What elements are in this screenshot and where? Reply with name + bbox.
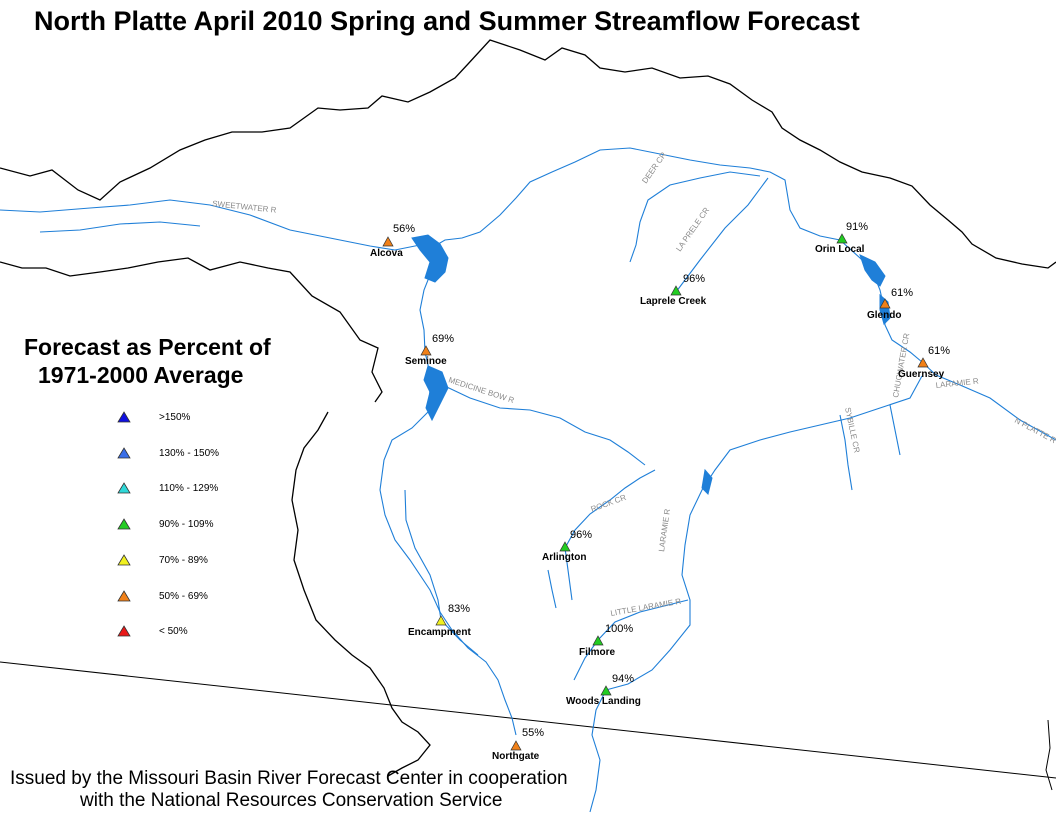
legend-item-label: 130% - 150% [159, 447, 220, 459]
gauge-name: Guernsey [898, 369, 945, 380]
gauge-arlington: 96% Arlington [542, 529, 592, 563]
map-title: North Platte April 2010 Spring and Summe… [34, 6, 860, 36]
triangle-icon [420, 345, 432, 356]
river-label-sweetwater: SWEETWATER R [212, 199, 277, 215]
gauge-orin-local: 91% Orin Local [815, 221, 868, 255]
river-label-laramie-vertical: LARAMIE R [657, 508, 672, 552]
gauge-percent: 61% [928, 345, 950, 357]
forecast-gauges: 56% Alcova 69% Seminoe 96% Laprele Creek 91% Or… [370, 221, 950, 762]
gauge-encampment: 83% Encampment [408, 603, 471, 638]
triangle-icon [117, 590, 131, 602]
triangle-icon [382, 236, 394, 247]
river-label-chugwater: CHUGWATER CR [891, 332, 911, 398]
river-label-deer-cr: DEER CR [640, 150, 668, 185]
gauge-woods-landing: 94% Woods Landing [566, 673, 641, 707]
river-label-n-platte: N PLATTE R [1013, 416, 1056, 445]
gauge-percent: 100% [605, 623, 633, 635]
gauge-name: Laprele Creek [640, 296, 707, 307]
legend-item: 90% - 109% [117, 517, 213, 531]
legend-item: 50% - 69% [117, 589, 208, 603]
legend-item-label: 70% - 89% [159, 554, 208, 566]
triangle-icon [592, 635, 604, 646]
triangle-icon [117, 411, 131, 423]
river-label-medicine-bow: MEDICINE BOW R [447, 375, 515, 405]
basin-boundary [0, 39, 1056, 777]
triangle-icon [117, 447, 131, 459]
gauge-name: Encampment [408, 627, 471, 638]
gauge-laprele-creek: 96% Laprele Creek [640, 273, 707, 307]
river-label-la-prele: LA PRELE CR [674, 206, 711, 254]
legend-item: >150% [117, 410, 190, 424]
river-network [0, 147, 1056, 813]
triangle-icon [117, 482, 131, 494]
gauge-name: Northgate [492, 751, 540, 762]
gauge-name: Woods Landing [566, 696, 641, 707]
gauge-name: Seminoe [405, 356, 447, 367]
gauge-percent: 56% [393, 223, 415, 235]
triangle-icon [917, 357, 929, 368]
triangle-icon [600, 685, 612, 696]
legend-item: 70% - 89% [117, 553, 208, 567]
legend-item-label: 110% - 129% [159, 482, 219, 494]
river-labels: SWEETWATER R DEER CR LA PRELE CR MEDICIN… [212, 150, 1056, 618]
gauge-name: Glendo [867, 310, 901, 321]
gauge-percent: 55% [522, 727, 544, 739]
triangle-icon [670, 285, 682, 296]
triangle-icon [117, 554, 131, 566]
legend-item: 110% - 129% [117, 481, 218, 495]
gauge-percent: 96% [570, 529, 592, 541]
gauge-name: Alcova [370, 248, 403, 259]
gauge-percent: 91% [846, 221, 868, 233]
gauge-filmore: 100% Filmore [579, 623, 633, 658]
triangle-icon [879, 298, 891, 309]
legend-item: < 50% [117, 624, 188, 638]
legend-item-label: 90% - 109% [159, 518, 214, 530]
legend-item: 130% - 150% [117, 446, 219, 460]
triangle-icon [435, 615, 447, 626]
river-label-rock-cr: ROCK CR [590, 493, 628, 514]
gauge-glendo: 61% Glendo [867, 287, 913, 321]
gauge-name: Filmore [579, 647, 616, 658]
gauge-percent: 61% [891, 287, 913, 299]
legend-title-line1: Forecast as Percent of [24, 334, 271, 360]
legend-item-label: < 50% [159, 625, 188, 637]
legend-item-label: >150% [159, 411, 191, 423]
legend-title-line2: 1971-2000 Average [38, 362, 244, 388]
gauge-alcova: 56% Alcova [370, 223, 415, 259]
triangle-icon [117, 625, 131, 637]
state-boundary [0, 661, 1056, 791]
gauge-guernsey: 61% Guernsey [898, 345, 950, 380]
footer: Issued by the Missouri Basin River Forec… [10, 768, 568, 812]
triangle-icon [510, 740, 522, 751]
gauge-percent: 96% [683, 273, 705, 285]
gauge-percent: 94% [612, 673, 634, 685]
gauge-northgate: 55% Northgate [492, 727, 544, 762]
footer-line2: with the National Resources Conservation… [80, 790, 503, 811]
gauge-name: Orin Local [815, 244, 865, 255]
triangle-icon [117, 518, 131, 530]
river-label-little-laramie: LITTLE LARAMIE R [610, 597, 682, 618]
footer-line1: Issued by the Missouri Basin River Forec… [10, 768, 568, 789]
gauge-percent: 83% [448, 603, 470, 615]
gauge-percent: 69% [432, 333, 454, 345]
gauge-name: Arlington [542, 552, 586, 563]
gauge-seminoe: 69% Seminoe [405, 333, 454, 367]
reservoirs [411, 234, 891, 495]
triangle-icon [559, 541, 571, 552]
triangle-icon [836, 233, 848, 244]
legend-item-label: 50% - 69% [159, 590, 208, 602]
